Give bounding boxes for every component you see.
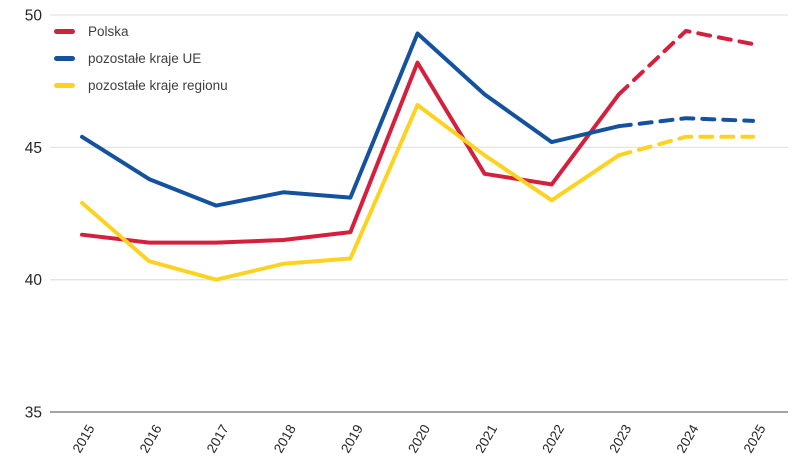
x-axis-tick-2025: 2025: [741, 422, 769, 456]
x-axis-tick-2015: 2015: [70, 422, 98, 456]
series-forecast-line-polska: [616, 28, 755, 97]
legend-item-pozostale-kraje-ue: pozostałe kraje UE: [54, 51, 228, 66]
x-axis-tick-2020: 2020: [405, 422, 433, 456]
x-axis-tick-2016: 2016: [137, 422, 165, 456]
y-axis-tick-35: 35: [25, 405, 42, 422]
series-forecast-line-pozosta-e-kraje-regionu: [616, 134, 755, 158]
legend-label-polska: Polska: [88, 24, 129, 39]
series-line-pozosta-e-kraje-regionu: [80, 103, 621, 282]
y-axis-tick-45: 45: [25, 140, 42, 157]
x-axis-tick-2021: 2021: [472, 422, 500, 456]
y-axis-tick-40: 40: [25, 272, 43, 289]
x-axis-tick-2019: 2019: [338, 422, 366, 456]
legend-swatch-pozostale-kraje-ue: [54, 56, 75, 61]
legend-swatch-polska: [54, 29, 75, 34]
x-axis-tick-2018: 2018: [271, 422, 299, 456]
legend-label-pozostale-kraje-ue: pozostałe kraje UE: [88, 51, 202, 66]
legend-item-pozostale-kraje-regionu: pozostałe kraje regionu: [54, 78, 228, 93]
chart-legend: Polska pozostałe kraje UE pozostałe kraj…: [54, 24, 228, 93]
y-axis-tick-50: 50: [25, 8, 43, 25]
series-line-pozosta-e-kraje-ue: [80, 31, 621, 208]
legend-item-polska: Polska: [54, 24, 228, 39]
series-line-polska: [80, 60, 621, 245]
x-axis-tick-2023: 2023: [606, 422, 634, 456]
legend-swatch-pozostale-kraje-regionu: [54, 83, 75, 88]
x-axis-tick-2022: 2022: [539, 422, 567, 456]
x-axis-tick-2017: 2017: [204, 422, 232, 456]
legend-label-pozostale-kraje-regionu: pozostałe kraje regionu: [88, 78, 228, 93]
x-axis-tick-2024: 2024: [673, 422, 701, 456]
series-forecast-line-pozosta-e-kraje-ue: [616, 116, 755, 129]
